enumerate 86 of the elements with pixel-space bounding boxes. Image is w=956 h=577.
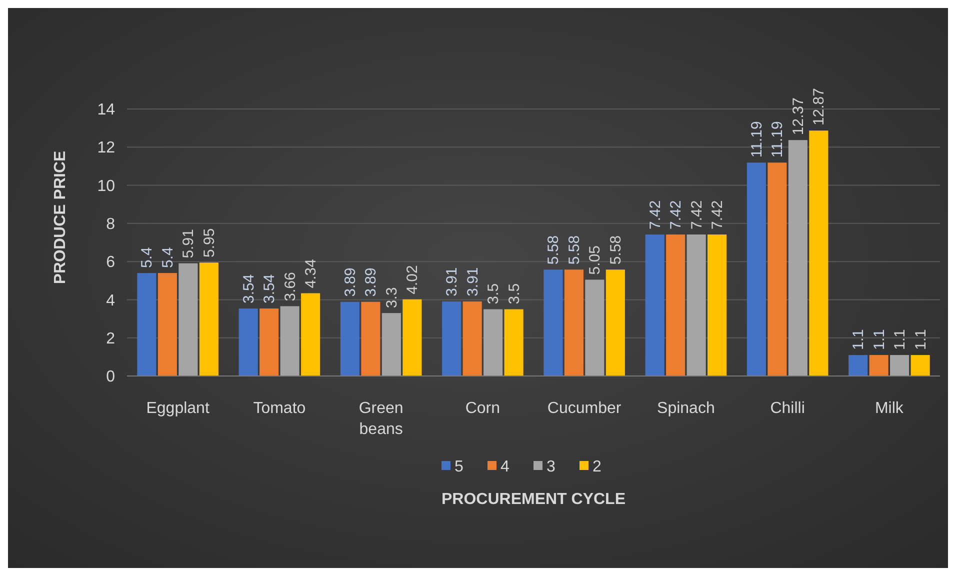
- x-tick-label: Green beans: [358, 400, 404, 438]
- bar: [158, 273, 177, 376]
- bar: [564, 270, 584, 376]
- data-label: 4.02: [404, 265, 422, 294]
- data-label: 12.87: [810, 88, 828, 126]
- bar: [606, 270, 625, 376]
- x-tick-label: Cucumber: [547, 400, 622, 417]
- bar: [504, 309, 524, 376]
- bar: [809, 130, 828, 376]
- data-label: 5.05: [586, 245, 604, 275]
- data-label: 3.91: [464, 267, 482, 296]
- x-tick-label: Milk: [874, 400, 904, 417]
- y-axis-title: PRODUCE PRICE: [52, 150, 69, 284]
- data-label: 3.89: [362, 268, 380, 297]
- bar: [869, 355, 888, 376]
- x-tick-label: Spinach: [657, 400, 715, 417]
- data-label: 7.42: [709, 200, 726, 230]
- data-label: 7.42: [668, 200, 685, 230]
- data-label: 3.5: [506, 283, 523, 304]
- data-label: 11.19: [769, 121, 786, 158]
- bar: [340, 302, 360, 376]
- x-tick-label: Corn: [465, 400, 500, 417]
- bar: [178, 263, 198, 376]
- y-tick-label: 2: [106, 330, 116, 348]
- bar: [462, 301, 482, 376]
- y-tick-label: 4: [106, 292, 116, 310]
- legend-label: 3: [546, 458, 556, 476]
- data-label: 5.4: [138, 247, 156, 268]
- y-tick-label: 12: [97, 140, 116, 157]
- bar: [848, 355, 868, 376]
- legend-label: 2: [592, 458, 602, 476]
- y-tick-label: 14: [97, 102, 116, 119]
- y-tick-label: 8: [106, 216, 116, 234]
- bar: [910, 355, 930, 376]
- bar: [382, 313, 401, 376]
- data-label: 5.91: [180, 229, 198, 258]
- bar: [746, 162, 766, 376]
- data-label: 5.4: [159, 247, 176, 268]
- data-label: 12.37: [790, 98, 807, 136]
- data-label: 3.91: [444, 267, 461, 296]
- data-label: 1.1: [912, 329, 930, 350]
- data-label: 5.58: [545, 235, 562, 265]
- data-label: 1.1: [892, 329, 909, 350]
- data-label: 3.54: [261, 274, 278, 304]
- legend-label: 5: [454, 458, 464, 476]
- data-label: 3.3: [383, 287, 400, 308]
- bar: [484, 309, 503, 376]
- data-label: 3.66: [282, 272, 299, 302]
- data-label: 1.1: [870, 329, 888, 350]
- bar: [585, 280, 604, 376]
- data-label: 7.42: [688, 200, 706, 230]
- bar: [645, 234, 664, 376]
- bar: [768, 162, 787, 376]
- x-axis-title: PROCUREMENT CYCLE: [441, 491, 626, 508]
- x-tick-label: Chilli: [770, 400, 805, 417]
- data-label: 1.1: [850, 329, 868, 350]
- bar: [708, 234, 727, 376]
- data-label: 11.19: [748, 121, 766, 158]
- bar: [666, 234, 686, 376]
- data-label: 5.58: [607, 235, 624, 265]
- data-label: 5.95: [200, 228, 218, 258]
- bar: [442, 301, 462, 376]
- data-label: 3.54: [240, 274, 258, 304]
- legend-label: 4: [500, 458, 510, 476]
- bar: [788, 140, 808, 376]
- y-tick-label: 6: [106, 254, 116, 272]
- bar: [402, 299, 422, 376]
- y-tick-label: 0: [106, 368, 116, 386]
- bar: [238, 308, 258, 376]
- data-label: 3.89: [342, 268, 359, 297]
- bar: [890, 355, 910, 376]
- bar: [301, 293, 320, 376]
- data-label: 3.5: [485, 283, 502, 304]
- y-tick-label: 10: [97, 178, 116, 195]
- bar: [361, 302, 380, 376]
- data-label: 4.34: [302, 259, 320, 288]
- data-label: 5.58: [566, 235, 583, 265]
- x-tick-label: Tomato: [253, 400, 306, 417]
- bar: [280, 306, 300, 376]
- data-label: 7.42: [646, 200, 664, 230]
- bar: [544, 270, 563, 376]
- bar: [199, 262, 218, 376]
- bar: [137, 273, 156, 376]
- bar: [686, 234, 706, 376]
- x-tick-label: Eggplant: [146, 400, 210, 417]
- bar: [260, 308, 279, 376]
